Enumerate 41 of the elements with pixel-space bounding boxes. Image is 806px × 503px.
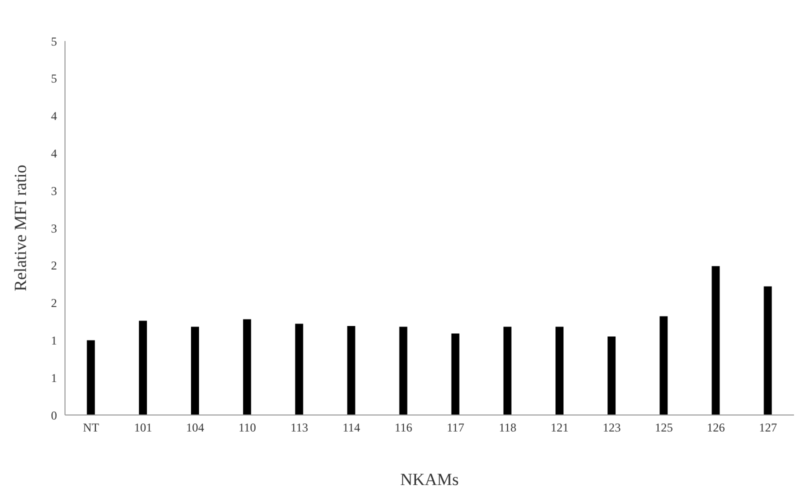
y-tick-label: 4 <box>51 109 57 124</box>
bar <box>660 316 668 415</box>
y-tick-label: 1 <box>51 333 57 348</box>
y-tick-label: 4 <box>51 146 57 160</box>
y-tick-label: 2 <box>51 296 57 310</box>
x-tick-label: 125 <box>654 420 673 435</box>
x-axis-title: NKAMs <box>400 470 459 489</box>
x-tick-label: 121 <box>550 420 569 435</box>
x-tick-label: 114 <box>342 420 360 435</box>
bar <box>243 319 252 415</box>
x-tick-label: 117 <box>446 420 464 435</box>
bar <box>347 326 356 415</box>
bar <box>86 340 95 415</box>
x-tick-label: 126 <box>706 420 725 435</box>
x-tick-label: 118 <box>498 420 516 435</box>
y-tick-label: 0 <box>51 408 57 422</box>
x-tick-label: 127 <box>758 420 777 435</box>
bar <box>608 336 616 415</box>
y-tick-label: 3 <box>51 184 57 198</box>
y-tick-label: 5 <box>51 72 57 86</box>
bar <box>503 326 512 415</box>
bar <box>764 286 772 415</box>
x-tick-label: 116 <box>394 420 412 435</box>
y-tick-label: 3 <box>51 221 57 236</box>
bar <box>138 320 147 415</box>
bar <box>191 326 200 415</box>
bar <box>399 326 408 415</box>
x-tick-label: 123 <box>602 420 621 435</box>
x-tick-label: 101 <box>134 420 152 435</box>
bar <box>556 326 564 415</box>
x-tick-label: 113 <box>290 420 308 435</box>
bar <box>712 266 720 415</box>
bar <box>295 324 304 415</box>
bar <box>451 333 460 415</box>
y-tick-label: 5 <box>51 34 57 48</box>
x-tick-label: NT <box>83 420 100 435</box>
x-tick-label: 104 <box>186 420 204 435</box>
y-axis-title: Relative MFI ratio <box>11 164 30 292</box>
x-tick-label: 110 <box>238 420 256 435</box>
y-tick-label: 2 <box>51 258 57 273</box>
y-tick-label: 1 <box>51 370 57 385</box>
